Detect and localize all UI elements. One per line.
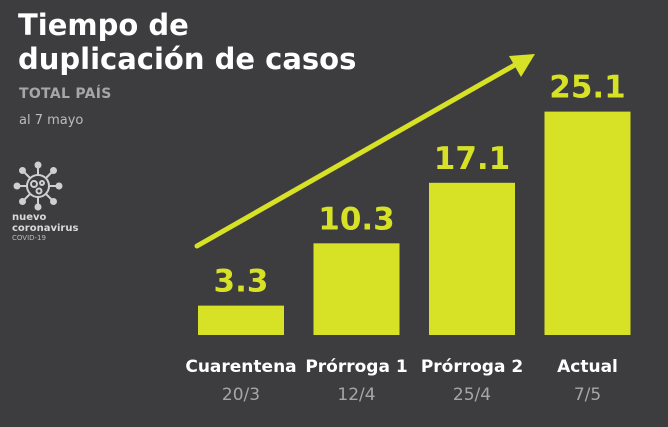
date-label-3: 25/4 bbox=[453, 385, 491, 405]
chart-subtitle: TOTAL PAÍS bbox=[19, 86, 112, 102]
value-label-2: 10.3 bbox=[318, 201, 395, 237]
date-label-1: 20/3 bbox=[222, 385, 260, 405]
category-label-3: Prórroga 2 bbox=[421, 357, 523, 377]
value-label-4: 25.1 bbox=[549, 70, 626, 106]
date-label-4: 7/5 bbox=[574, 385, 601, 405]
logo-line-3: COVID-19 bbox=[12, 234, 46, 242]
bar-4 bbox=[544, 111, 631, 335]
trend-arrow-head bbox=[509, 54, 535, 77]
chart-title: Tiempo de duplicación de casos bbox=[18, 8, 356, 76]
category-label-1: Cuarentena bbox=[185, 357, 296, 377]
virus-icon bbox=[13, 161, 63, 211]
coronavirus-logo: nuevo coronavirus COVID-19 bbox=[12, 160, 82, 243]
bar-3 bbox=[429, 182, 515, 335]
chart-date: al 7 mayo bbox=[19, 113, 84, 128]
trend-arrow-line bbox=[194, 59, 523, 249]
category-label-2: Prórroga 1 bbox=[305, 357, 407, 377]
category-label-4: Actual bbox=[557, 357, 618, 377]
bar-1 bbox=[198, 305, 284, 335]
title-line-2: duplicación de casos bbox=[18, 42, 357, 76]
title-line-1: Tiempo de bbox=[18, 8, 189, 42]
value-label-1: 3.3 bbox=[214, 264, 269, 300]
logo-line-1: nuevo bbox=[12, 212, 47, 223]
logo-line-2: coronavirus bbox=[12, 223, 79, 234]
value-label-3: 17.1 bbox=[434, 141, 511, 177]
date-label-2: 12/4 bbox=[337, 385, 375, 405]
bar-2 bbox=[313, 243, 400, 335]
